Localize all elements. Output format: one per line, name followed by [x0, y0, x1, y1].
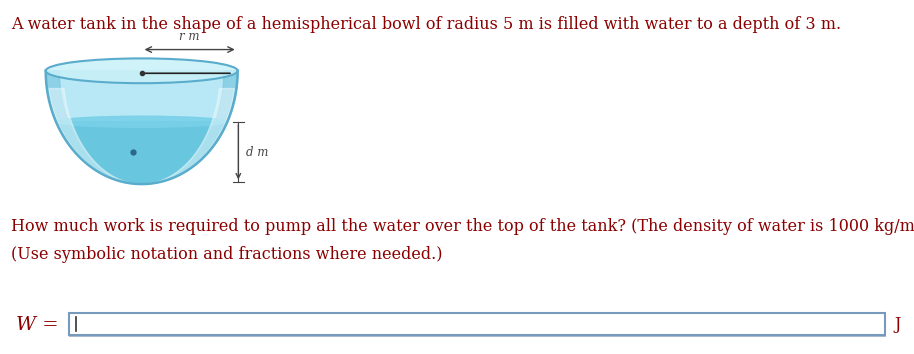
Polygon shape — [46, 71, 104, 172]
Text: How much work is required to pump all the water over the top of the tank? (The d: How much work is required to pump all th… — [11, 218, 914, 235]
Text: (Use symbolic notation and fractions where needed.): (Use symbolic notation and fractions whe… — [11, 246, 442, 263]
Text: W =: W = — [16, 316, 59, 334]
Polygon shape — [48, 88, 235, 184]
Ellipse shape — [56, 116, 228, 127]
Text: d m: d m — [246, 145, 268, 159]
Ellipse shape — [46, 58, 238, 83]
FancyBboxPatch shape — [69, 313, 885, 335]
FancyBboxPatch shape — [69, 316, 886, 337]
Polygon shape — [179, 71, 238, 172]
Text: r m: r m — [179, 30, 200, 43]
Text: A water tank in the shape of a hemispherical bowl of radius 5 m is filled with w: A water tank in the shape of a hemispher… — [11, 16, 841, 33]
Polygon shape — [46, 71, 238, 184]
Text: J: J — [894, 316, 900, 333]
Polygon shape — [57, 122, 227, 184]
